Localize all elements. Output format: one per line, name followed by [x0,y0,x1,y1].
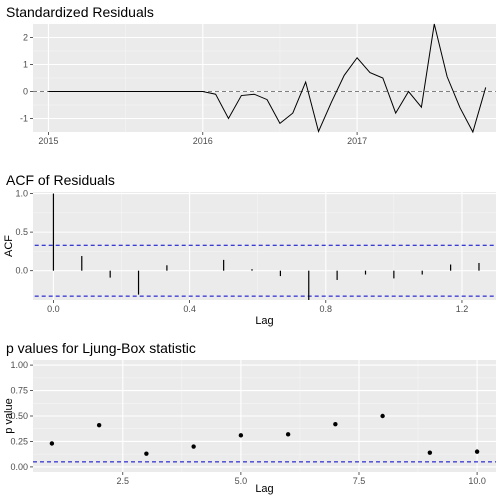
p-value-point [474,449,480,454]
y-tick-label: 0.5 [15,227,28,237]
y-tick-label: 0.50 [10,411,28,421]
p-value-point [238,433,244,438]
p-value-point [427,450,433,455]
standardized-residuals-panel: Standardized Residuals 2015 2016 2017 -1 0 1 2 [0,0,504,168]
p-value-point [333,421,338,427]
y-tick-label: 0.00 [10,462,28,472]
y-tick-label: 1.00 [10,360,28,370]
y-tick-label: 0.0 [15,266,28,276]
y-tick-label: 1.0 [15,189,28,199]
x-tick-label: 0.0 [47,304,60,314]
x-tick-label: 5.0 [235,476,248,486]
ljung-box-panel: p values for Ljung-Box statistic 2.5 5.0 7… [0,336,504,504]
x-tick-label: 1.2 [456,304,469,314]
y-tick-label: 0.25 [10,436,28,446]
p-value-point [191,444,196,449]
x-tick-label: 0.8 [320,304,333,314]
panel-title-residuals: Standardized Residuals [6,4,154,20]
p-value-point [96,422,102,428]
x-tick-label: 0.4 [183,304,196,314]
y-tick-label: 0.75 [10,386,28,396]
y-tick-label: 2 [23,33,28,43]
y-axis-title: p value [3,398,15,433]
y-tick-label: 1 [23,60,28,70]
acf-chart: 0.0 0.4 0.8 1.2 0.0 0.5 1.0 Lag ACF [3,189,496,327]
x-tick-label: 2.5 [117,476,130,486]
p-value-point [380,413,385,419]
panel-title-ljung-box: p values for Ljung-Box statistic [6,340,196,356]
y-axis-title: ACF [3,235,15,257]
y-tick-label: 0 [23,87,28,97]
plot-background [33,192,496,300]
acf-panel: ACF of Residuals 0.0 0.4 0.8 1.2 0.0 0.5 1.0 La… [0,168,504,336]
residuals-chart: 2015 2016 2017 -1 0 1 2 [20,23,496,146]
residuals-series-line [48,23,487,134]
x-tick-label: 2015 [38,136,58,146]
p-value-point [144,451,149,456]
p-value-point [285,432,291,437]
x-axis-title: Lag [255,483,273,495]
x-tick-label: 10.0 [468,476,486,486]
panel-title-acf: ACF of Residuals [6,172,115,188]
x-tick-label: 2016 [193,136,213,146]
x-tick-label: 7.5 [353,476,366,486]
ljung-box-chart: 2.5 5.0 7.5 10.0 0.00 0.25 0.50 0.75 1.00 Lag p va… [3,360,496,495]
x-tick-label: 2017 [347,136,367,146]
p-value-point [49,441,55,446]
x-axis-title: Lag [255,315,273,327]
y-tick-label: -1 [20,114,28,124]
